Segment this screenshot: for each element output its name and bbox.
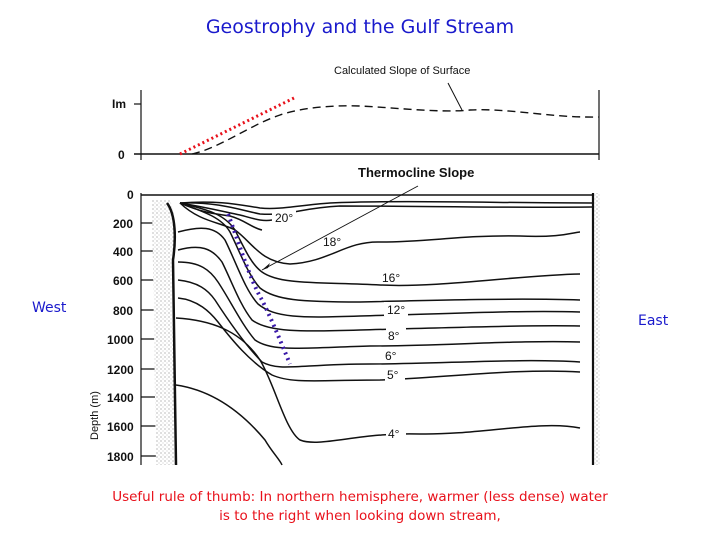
temperature-section-panel: 0 200 400 600 800 1000 1200 1400 1600 18…	[89, 165, 600, 466]
slide-title: Geostrophy and the Gulf Stream	[205, 16, 515, 38]
depth-tick-1600: 1600	[107, 420, 134, 434]
isotherm-5: 5°	[387, 368, 399, 382]
depth-tick-0: 0	[127, 188, 134, 202]
surface-slope-panel: Im 0 Calculated Slope of Surface	[112, 65, 600, 162]
depth-tick-1800: 1800	[107, 450, 134, 464]
rule-of-thumb-note: Useful rule of thumb: In northern hemisp…	[0, 488, 720, 526]
east-label: East	[638, 313, 669, 329]
isotherm-18: 18°	[323, 235, 341, 249]
surface-slope-overlay	[179, 96, 295, 156]
surface-slope-annotation: Calculated Slope of Surface	[334, 65, 470, 77]
depth-tick-800: 800	[113, 304, 133, 318]
depth-tick-1200: 1200	[107, 363, 134, 377]
note-line-1: Useful rule of thumb: In northern hemisp…	[112, 489, 608, 505]
depth-tick-400: 400	[113, 245, 133, 259]
isotherm-6: 6°	[385, 349, 397, 363]
depth-tick-1400: 1400	[107, 391, 134, 405]
thermocline-slope-annotation: Thermocline Slope	[358, 165, 474, 180]
surface-tick-0: 0	[118, 148, 125, 162]
isotherm-labels: 20° 18° 16° 12° 8° 6° 5° 4°	[272, 210, 408, 441]
depth-tick-600: 600	[113, 274, 133, 288]
depth-tick-1000: 1000	[107, 333, 134, 347]
isotherm-12: 12°	[387, 303, 405, 317]
west-boundary	[165, 202, 178, 466]
isotherm-8: 8°	[388, 329, 400, 343]
calculated-surface-line	[191, 105, 600, 155]
depth-axis-label: Depth (m)	[89, 391, 101, 440]
west-label: West	[32, 300, 67, 316]
west-slope-shading	[152, 200, 176, 465]
note-line-2: is to the right when looking down stream…	[219, 508, 501, 524]
depth-tick-200: 200	[113, 217, 133, 231]
isotherm-20: 20°	[275, 211, 293, 225]
surface-tick-1m: Im	[112, 97, 126, 111]
isotherm-4: 4°	[388, 427, 400, 441]
thermocline-slope-overlay	[226, 213, 292, 365]
isotherm-16: 16°	[382, 271, 400, 285]
